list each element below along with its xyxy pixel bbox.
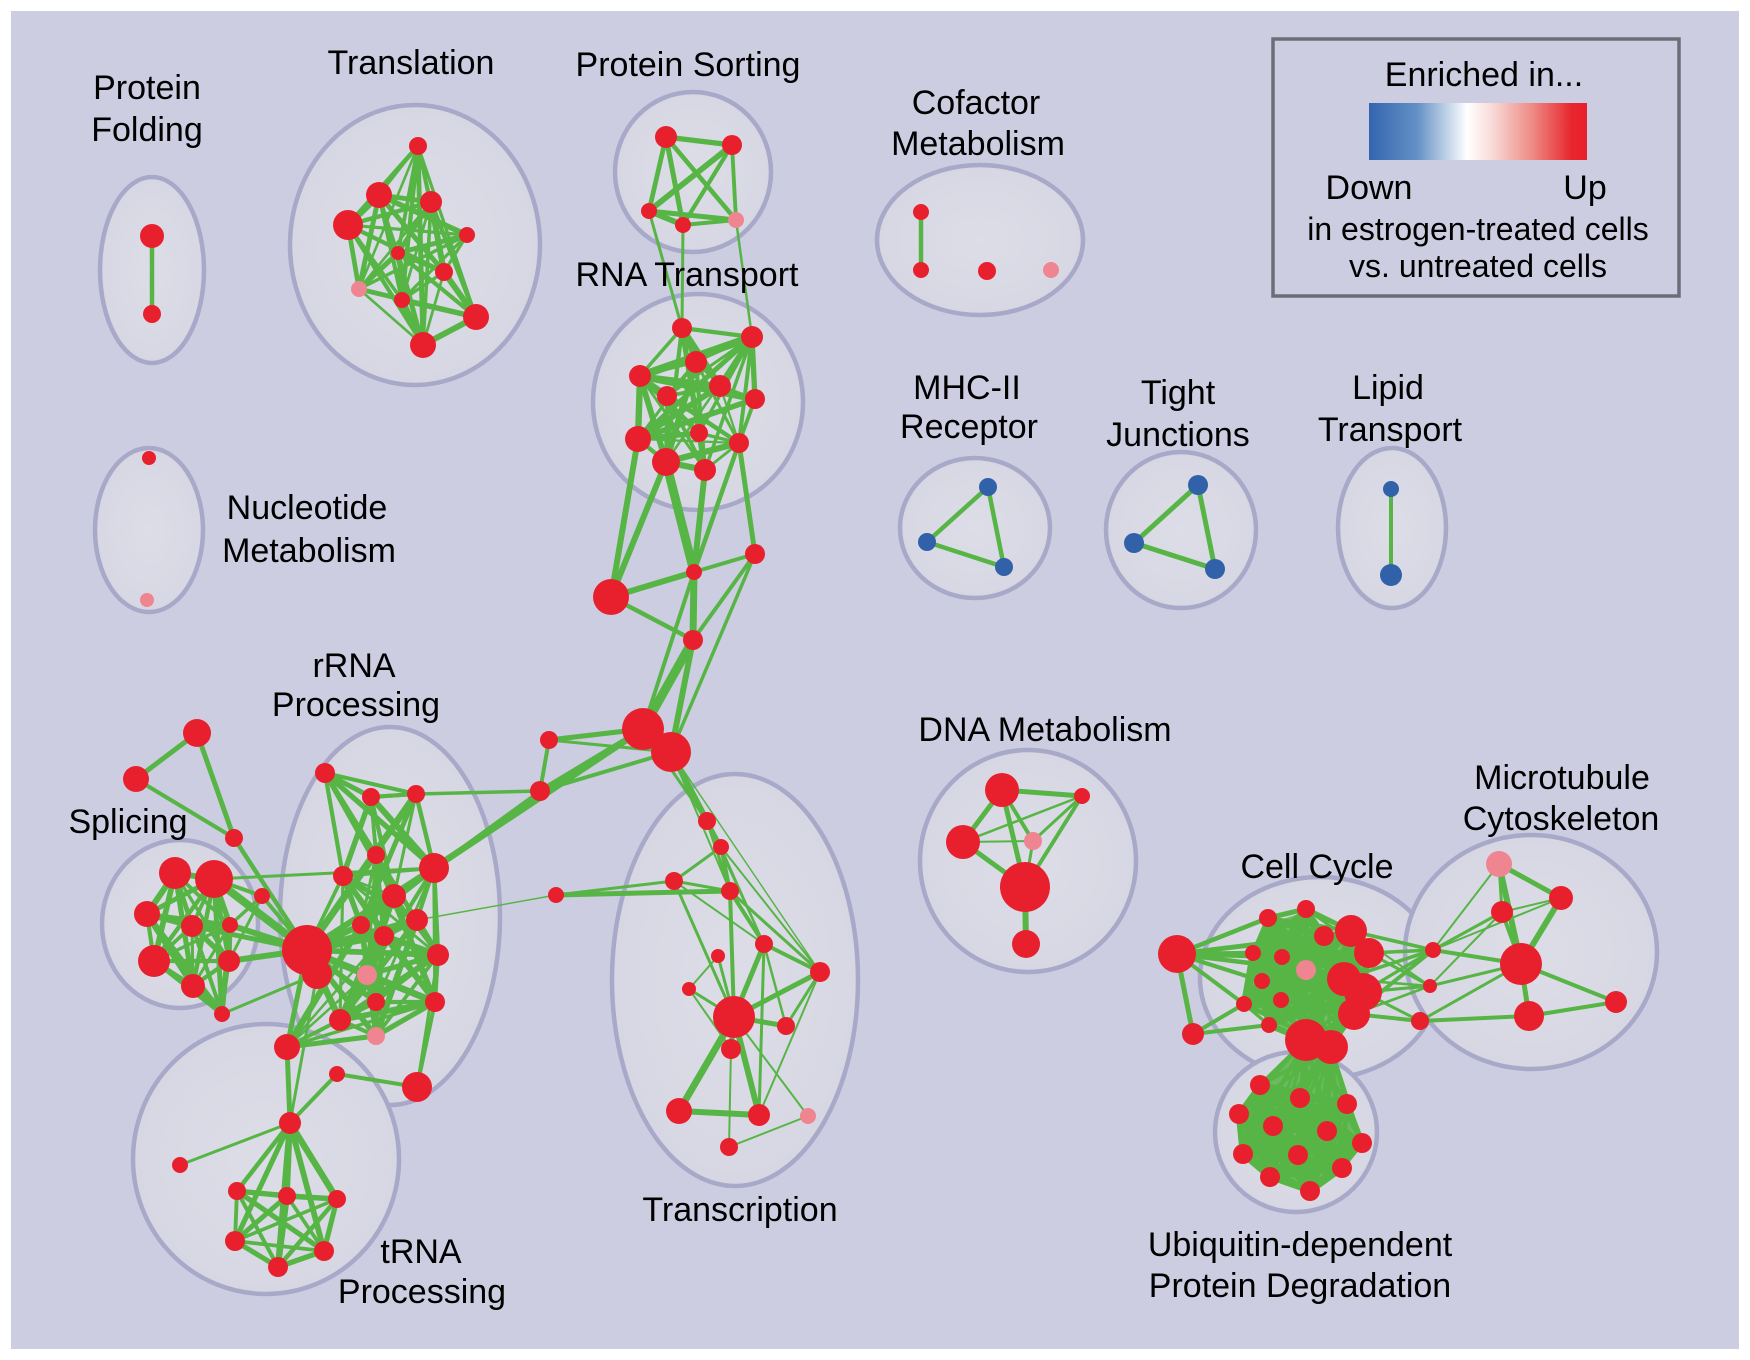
svg-text:Cytoskeleton: Cytoskeleton: [1463, 800, 1660, 838]
svg-text:Transcription: Transcription: [642, 1191, 837, 1229]
svg-text:Cell Cycle: Cell Cycle: [1240, 848, 1393, 886]
svg-text:Up: Up: [1563, 169, 1606, 207]
svg-text:vs. untreated cells: vs. untreated cells: [1349, 248, 1607, 284]
svg-text:DNA Metabolism: DNA Metabolism: [918, 711, 1171, 749]
svg-text:Lipid: Lipid: [1352, 369, 1424, 407]
svg-text:Metabolism: Metabolism: [222, 532, 396, 570]
svg-text:Protein Sorting: Protein Sorting: [576, 46, 801, 84]
svg-text:Translation: Translation: [328, 44, 495, 82]
svg-text:MHC-II: MHC-II: [913, 369, 1021, 407]
svg-text:Splicing: Splicing: [68, 803, 187, 841]
svg-text:Microtubule: Microtubule: [1474, 759, 1650, 797]
svg-text:Protein: Protein: [93, 69, 201, 107]
svg-text:tRNA: tRNA: [380, 1233, 462, 1271]
svg-text:Enriched in...: Enriched in...: [1385, 56, 1583, 94]
svg-text:Protein Degradation: Protein Degradation: [1149, 1267, 1451, 1305]
svg-text:Metabolism: Metabolism: [891, 125, 1065, 163]
svg-text:rRNA: rRNA: [312, 647, 395, 685]
svg-text:Down: Down: [1326, 169, 1413, 207]
svg-text:Nucleotide: Nucleotide: [227, 489, 388, 527]
svg-text:Processing: Processing: [338, 1273, 506, 1311]
svg-text:Transport: Transport: [1318, 411, 1463, 449]
svg-text:in estrogen-treated cells: in estrogen-treated cells: [1307, 211, 1649, 247]
svg-text:Junctions: Junctions: [1106, 416, 1250, 454]
svg-text:Tight: Tight: [1141, 374, 1216, 412]
svg-text:Receptor: Receptor: [900, 408, 1038, 446]
svg-text:Ubiquitin-dependent: Ubiquitin-dependent: [1148, 1226, 1453, 1264]
svg-text:Processing: Processing: [272, 686, 440, 724]
svg-text:Cofactor: Cofactor: [912, 84, 1041, 122]
svg-text:RNA Transport: RNA Transport: [576, 256, 800, 294]
svg-text:Folding: Folding: [91, 111, 203, 149]
